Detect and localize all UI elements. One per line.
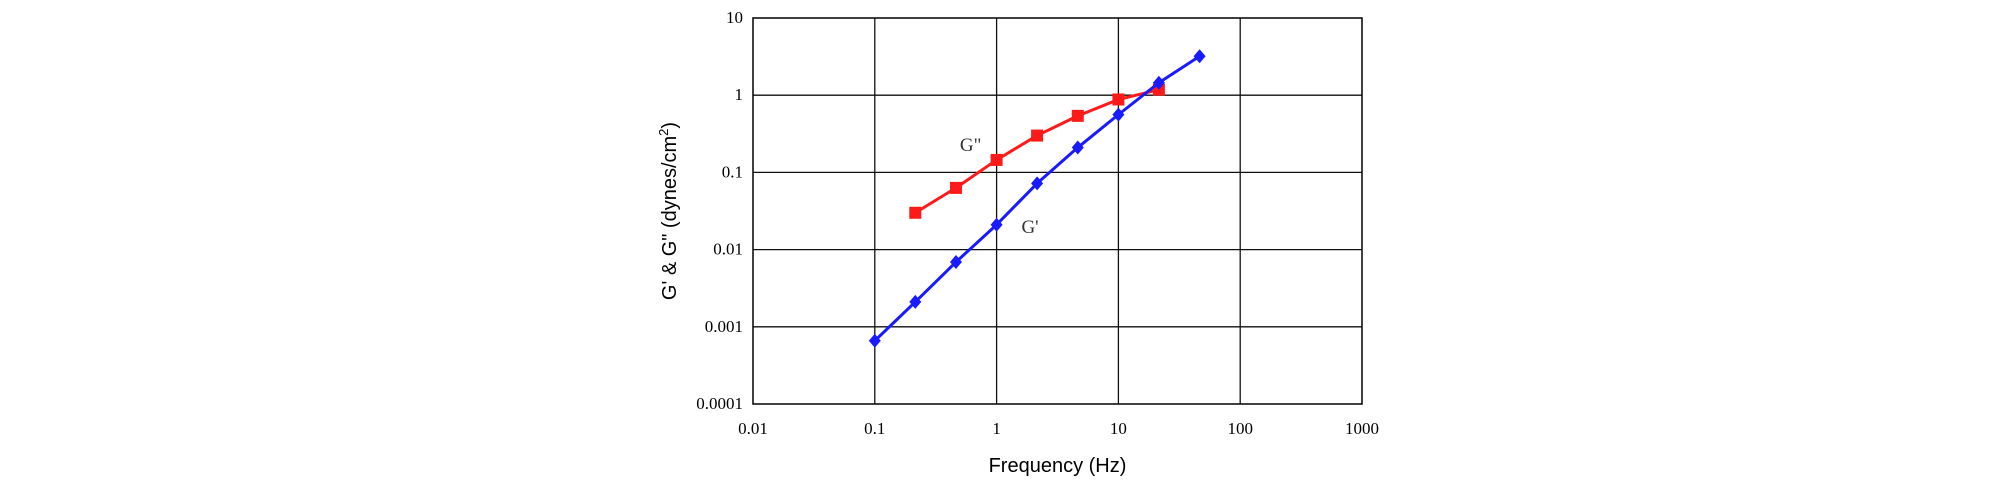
x-tick-label: 100: [1227, 419, 1253, 438]
y-axis-title-close: ): [659, 122, 681, 129]
data-point-diamond: [909, 294, 922, 309]
data-point-square: [1031, 129, 1044, 142]
y-tick-label: 1: [735, 85, 744, 104]
y-axis-title-superscript: 2: [656, 129, 671, 136]
data-point-square: [1112, 93, 1125, 106]
data-point-diamond: [1152, 75, 1165, 90]
data-point-diamond: [1031, 176, 1044, 191]
data-point-diamond: [990, 217, 1003, 232]
series-label-g-double-prime: G": [960, 135, 981, 156]
data-point-square: [1071, 109, 1084, 122]
y-tick-label: 0.1: [722, 162, 743, 181]
data-point-diamond: [1071, 140, 1084, 155]
y-tick-label: 0.001: [705, 317, 743, 336]
y-axis-title-main: G' & G" (dynes/cm: [659, 136, 681, 300]
data-point-square: [949, 181, 962, 194]
data-point-square: [909, 206, 922, 219]
tick-labels: 0.01 0.1 1 10 100 1000 0.0001 0.001 0.01 0.1 1 10: [696, 8, 1379, 438]
series-line-0: [914, 88, 1160, 215]
plot-frame: [752, 17, 1363, 405]
y-tick-label: 0.0001: [696, 394, 743, 413]
series-layer: [868, 49, 1206, 348]
y-axis-title: G' & G" (dynes/cm2): [656, 122, 681, 300]
data-point-diamond: [949, 255, 962, 270]
data-point-square: [990, 153, 1003, 166]
y-tick-label: 10: [726, 8, 743, 27]
y-tick-label: 0.01: [713, 240, 743, 259]
data-point-diamond: [1112, 107, 1125, 122]
x-tick-label: 10: [1110, 419, 1127, 438]
x-axis-title: Frequency (Hz): [989, 455, 1127, 477]
x-tick-label: 1000: [1345, 419, 1379, 438]
x-tick-label: 0.01: [738, 419, 768, 438]
grid: [753, 18, 1362, 404]
x-tick-label: 0.1: [864, 419, 885, 438]
series-line-1: [873, 54, 1201, 342]
data-point-diamond: [868, 333, 881, 348]
x-tick-label: 1: [992, 419, 1001, 438]
series-label-g-prime: G': [1021, 217, 1038, 238]
data-point-diamond: [1193, 49, 1206, 64]
